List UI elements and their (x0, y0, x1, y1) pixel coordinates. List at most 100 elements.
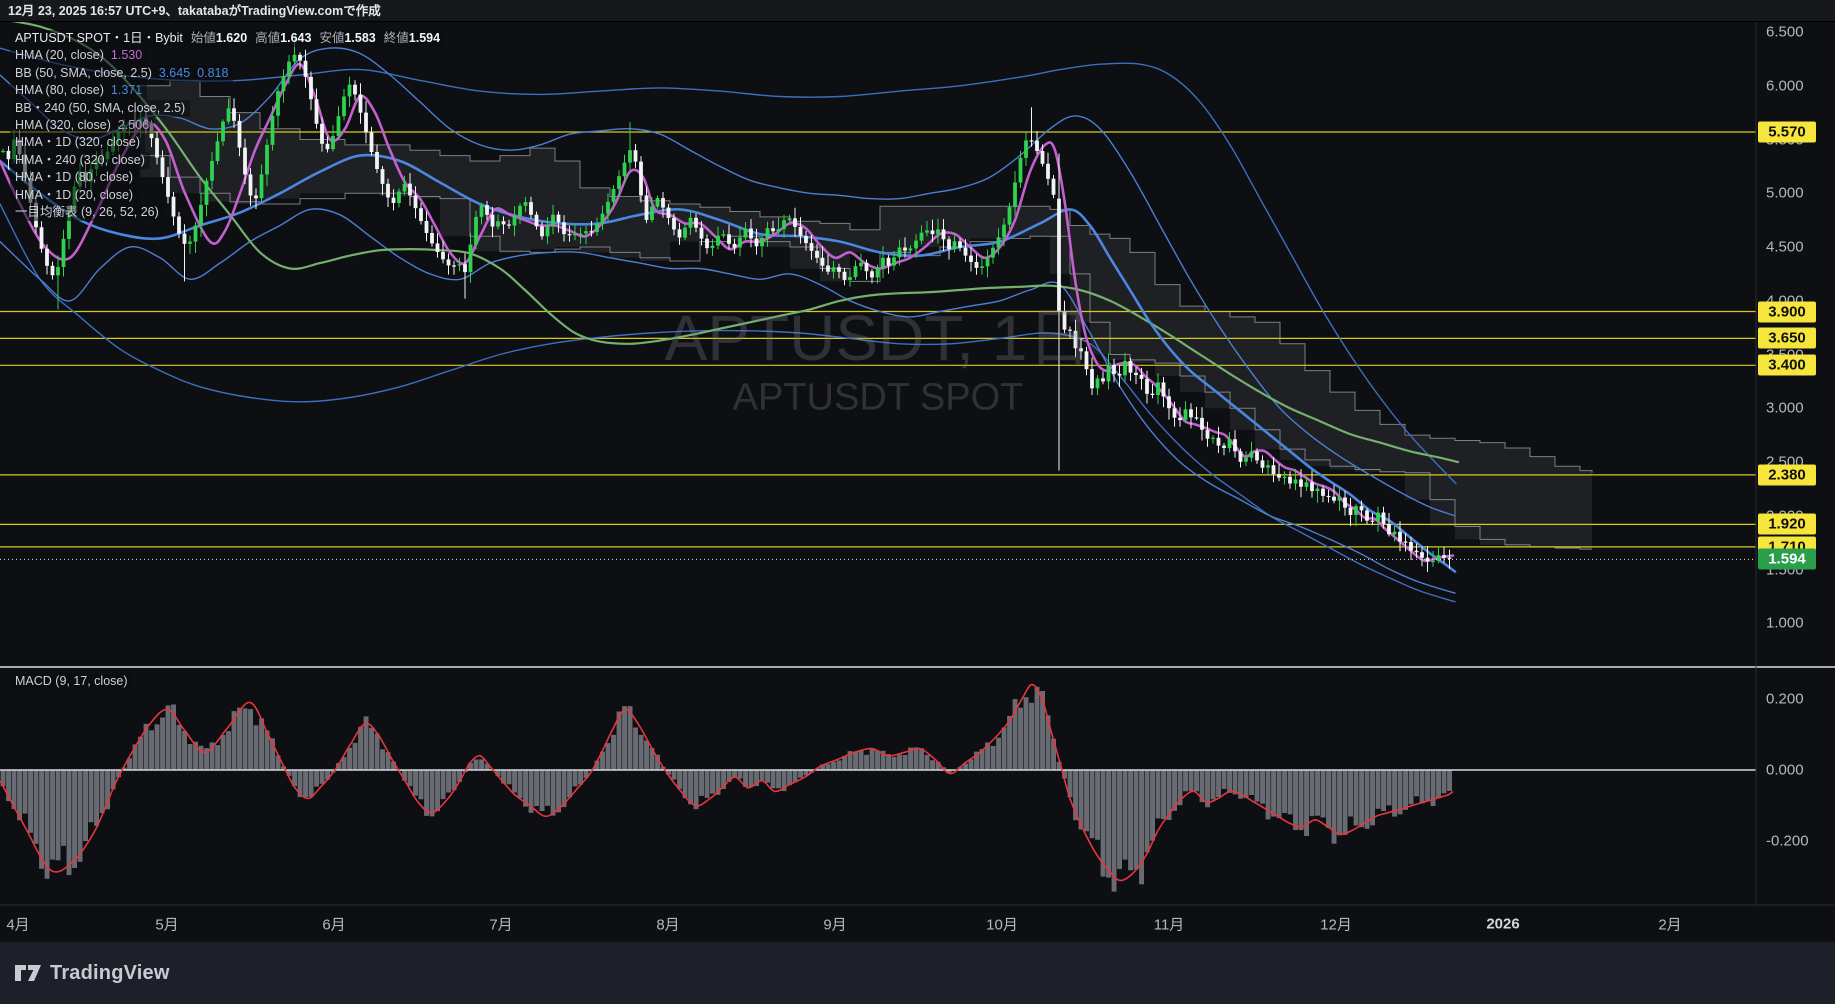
time-axis[interactable]: 4月 5月 6月 7月 8月 9月 10月 11月 12月 2026 2月 (0, 905, 1835, 942)
legend-indicator-row[interactable]: BB (50, SMA, close, 2.5) 3.645 0.818 (10, 64, 445, 83)
candle-body[interactable] (683, 227, 687, 238)
candle-body[interactable] (1271, 465, 1276, 475)
candle-body[interactable] (815, 250, 819, 258)
candle-body[interactable] (501, 221, 506, 225)
candle-body[interactable] (430, 233, 434, 244)
candle-body[interactable] (771, 228, 775, 232)
candle-body[interactable] (314, 99, 319, 124)
candle-body[interactable] (837, 267, 841, 272)
candle-body[interactable] (639, 161, 643, 196)
legend-indicator-row[interactable]: 一目均衡表 (9, 26, 52, 26) (10, 203, 445, 222)
candle-body[interactable] (1139, 374, 1144, 379)
candle-body[interactable] (666, 207, 671, 218)
candle-body[interactable] (914, 240, 918, 249)
candle-body[interactable] (1376, 512, 1380, 522)
candle-body[interactable] (523, 202, 528, 206)
candle-body[interactable] (45, 248, 49, 266)
candle-body[interactable] (1079, 348, 1083, 352)
candle-body[interactable] (1420, 552, 1424, 558)
candle-body[interactable] (424, 221, 429, 233)
candle-body[interactable] (1266, 465, 1270, 468)
candle-body[interactable] (606, 201, 610, 214)
candle-body[interactable] (930, 230, 935, 235)
candle-body[interactable] (1293, 479, 1298, 484)
candle-body[interactable] (644, 195, 649, 220)
candle-body[interactable] (490, 214, 495, 227)
candle-body[interactable] (1211, 437, 1215, 439)
candle-body[interactable] (793, 218, 797, 227)
candle-body[interactable] (468, 244, 473, 273)
candle-body[interactable] (386, 183, 390, 198)
candle-body[interactable] (661, 198, 665, 208)
candle-body[interactable] (1216, 437, 1221, 446)
candle-body[interactable] (1189, 409, 1193, 418)
candle-body[interactable] (1106, 365, 1111, 382)
candle-body[interactable] (1392, 531, 1397, 535)
macd-pane[interactable] (0, 683, 1756, 892)
candle-body[interactable] (776, 229, 781, 232)
candle-body[interactable] (760, 238, 764, 247)
candle-body[interactable] (875, 267, 880, 278)
candle-body[interactable] (716, 235, 720, 246)
candle-body[interactable] (485, 205, 489, 215)
candle-body[interactable] (292, 54, 297, 62)
candle-body[interactable] (1145, 379, 1149, 394)
candle-body[interactable] (375, 152, 379, 169)
candle-body[interactable] (1024, 140, 1028, 158)
candle-body[interactable] (347, 84, 352, 97)
candle-body[interactable] (529, 202, 533, 215)
candle-body[interactable] (1194, 417, 1199, 419)
candle-body[interactable] (1359, 506, 1364, 511)
legend-indicator-row[interactable]: HMA (20, close) 1.530 (10, 47, 445, 65)
legend-title-row[interactable]: APTUSDT SPOT・1日・Bybit 始値1.620 高値1.643 安値1.5… (10, 30, 446, 48)
candle-body[interactable] (56, 267, 60, 276)
candle-body[interactable] (936, 229, 940, 235)
candle-body[interactable] (1090, 369, 1094, 389)
candle-body[interactable] (298, 54, 302, 61)
candle-body[interactable] (182, 233, 187, 244)
candle-body[interactable] (188, 241, 192, 244)
candle-body[interactable] (705, 238, 709, 249)
candle-body[interactable] (996, 237, 1001, 248)
candle-body[interactable] (413, 195, 418, 209)
candle-body[interactable] (1161, 382, 1166, 397)
candle-body[interactable] (1123, 360, 1127, 376)
candle-body[interactable] (259, 174, 264, 199)
candle-body[interactable] (1002, 224, 1006, 238)
candle-body[interactable] (1222, 445, 1226, 448)
candle-body[interactable] (1073, 330, 1078, 349)
price-axis[interactable]: 6.5006.0005.5005.0004.5004.0003.5003.000… (1756, 22, 1835, 942)
candle-body[interactable] (1381, 512, 1386, 524)
candle-body[interactable] (578, 233, 583, 235)
legend-indicator-row[interactable]: HMA (320, close) 2.506 (10, 116, 445, 135)
candle-body[interactable] (710, 245, 715, 249)
candle-body[interactable] (166, 177, 170, 197)
candle-body[interactable] (1178, 417, 1182, 421)
candle-body[interactable] (1238, 451, 1243, 462)
legend-indicator-row[interactable]: HMA・1D (320, close) (10, 134, 445, 152)
candle-body[interactable] (545, 226, 550, 237)
candle-body[interactable] (831, 267, 836, 272)
candle-body[interactable] (941, 229, 946, 240)
candle-body[interactable] (369, 132, 374, 152)
candle-body[interactable] (1414, 550, 1419, 553)
candle-body[interactable] (1337, 497, 1342, 501)
candle-body[interactable] (672, 218, 676, 230)
candle-body[interactable] (1447, 557, 1452, 559)
candle-body[interactable] (287, 61, 291, 77)
candle-body[interactable] (226, 108, 231, 122)
legend-indicator-row[interactable]: HMA・1D (80, close) (10, 169, 445, 187)
candle-body[interactable] (925, 230, 929, 233)
candle-body[interactable] (628, 150, 632, 163)
candle-body[interactable] (1200, 417, 1204, 430)
candle-body[interactable] (1425, 557, 1430, 562)
candle-body[interactable] (974, 262, 979, 268)
candle-body[interactable] (919, 232, 924, 241)
candle-body[interactable] (446, 259, 451, 266)
candle-body[interactable] (985, 257, 990, 267)
legend-indicator-row[interactable]: HMA (80, close) 1.371 (10, 82, 445, 100)
candle-body[interactable] (754, 238, 759, 247)
candle-body[interactable] (600, 213, 605, 224)
candle-body[interactable] (870, 271, 874, 278)
candle-body[interactable] (991, 247, 995, 258)
